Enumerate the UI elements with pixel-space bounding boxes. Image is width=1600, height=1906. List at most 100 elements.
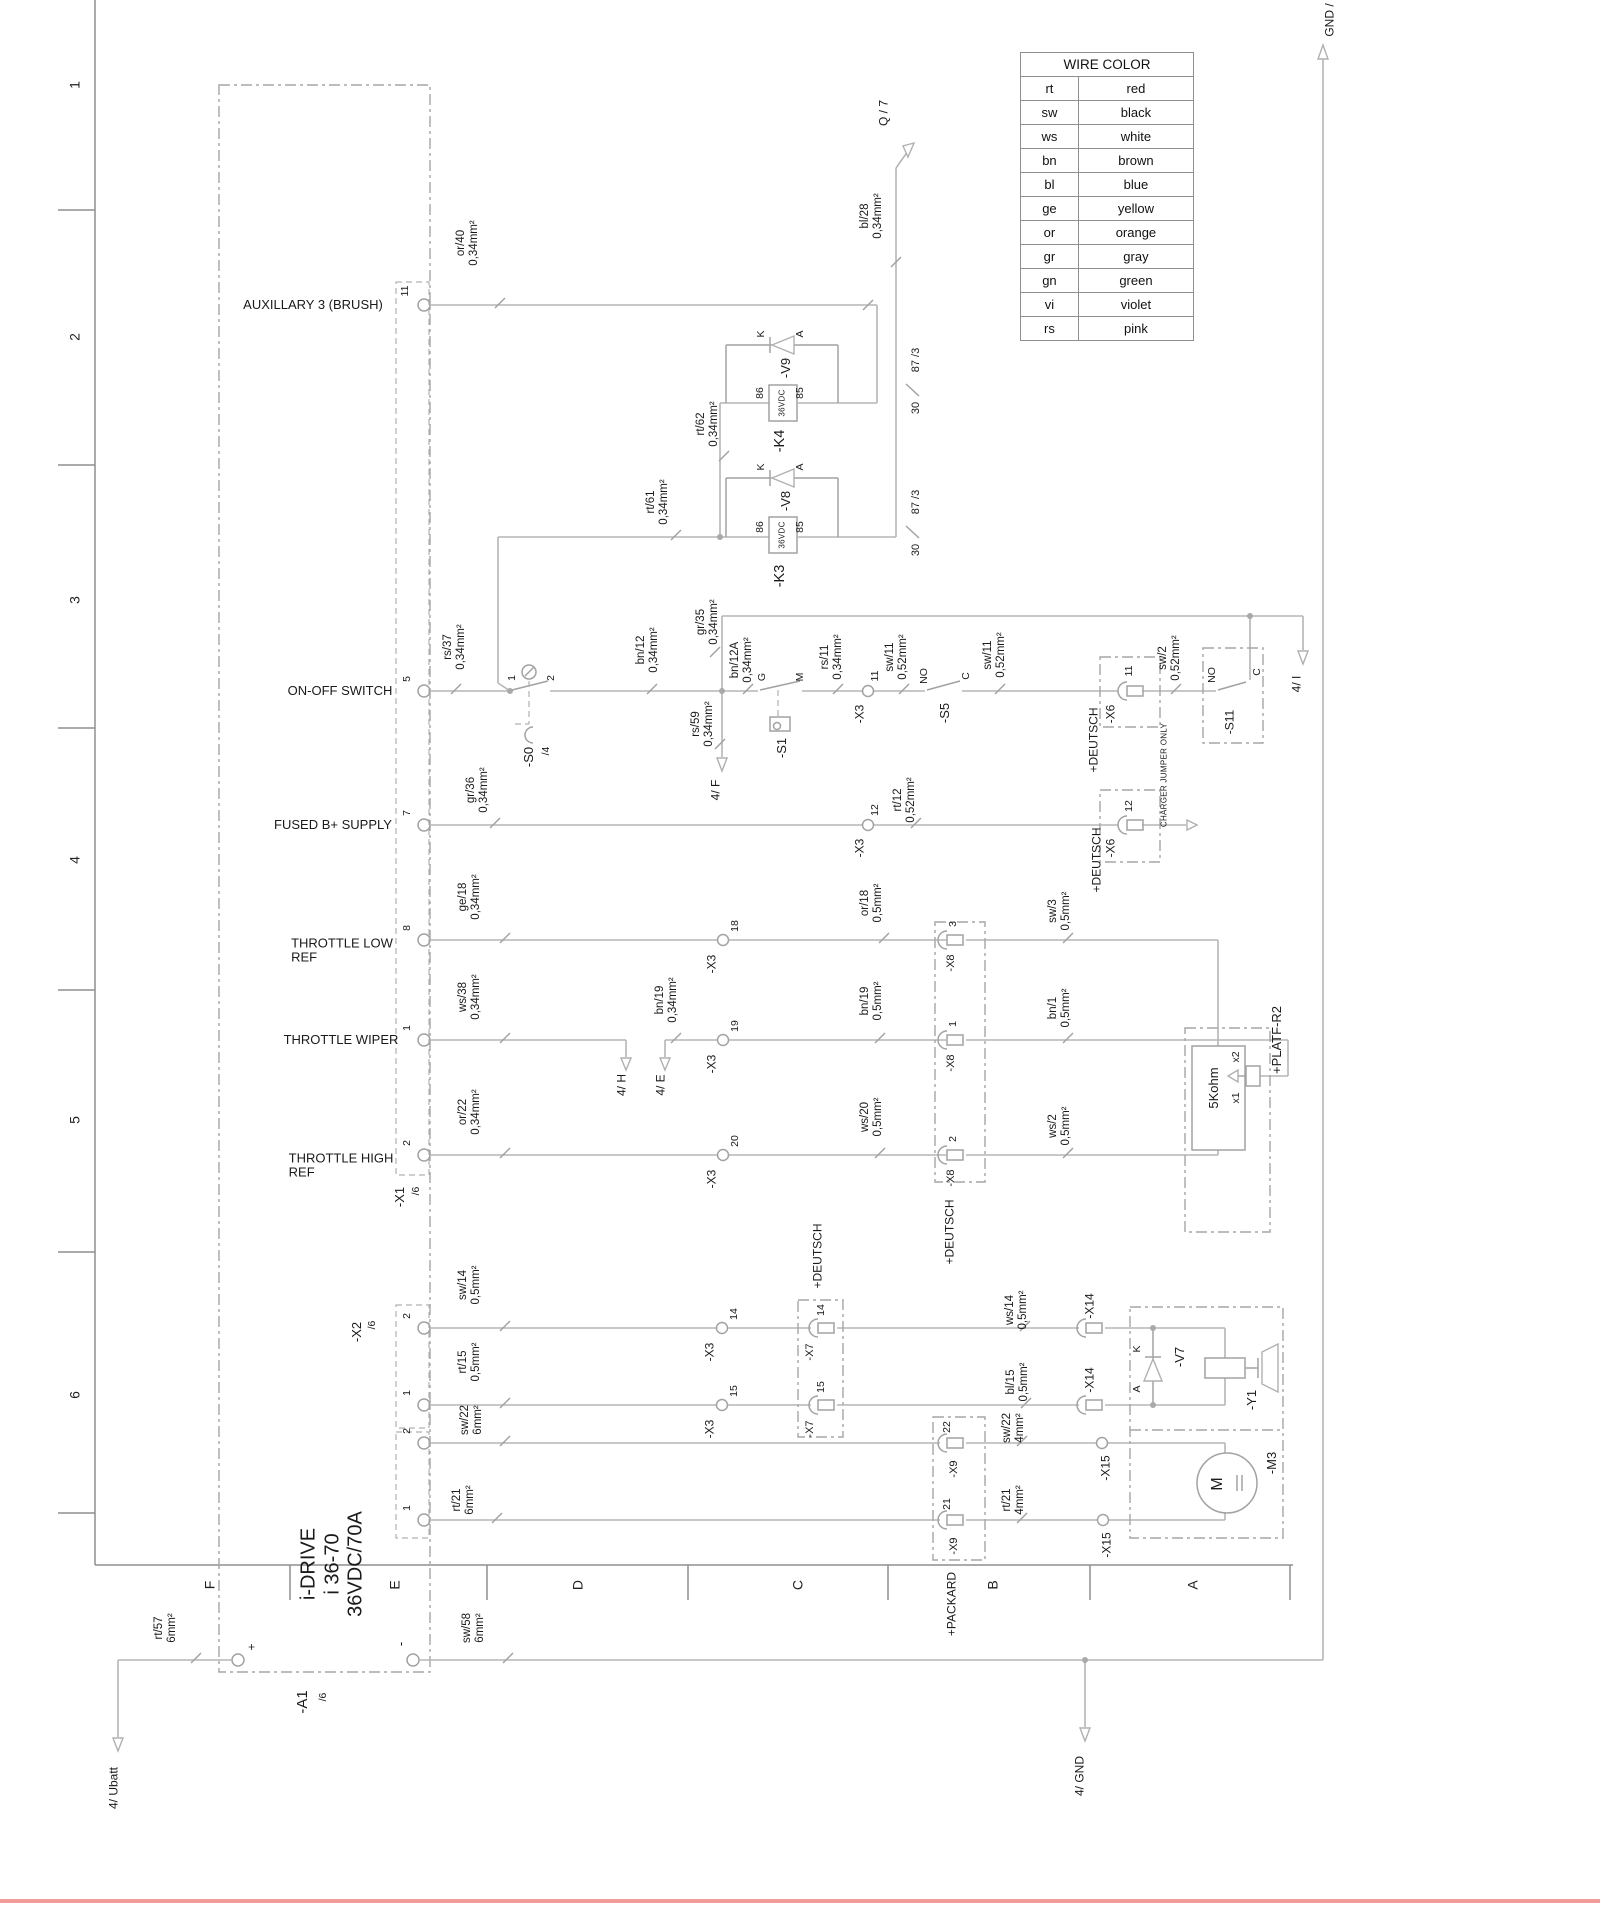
color-code: sw — [1020, 100, 1079, 125]
x8-pin3: 3 — [947, 921, 960, 927]
note-charger-jumper-only: CHARGER JUMPER ONLY — [1159, 722, 1169, 828]
k3-85: 85 — [794, 521, 807, 533]
ref-y1: -Y1 — [1243, 1389, 1259, 1411]
ref-k4: -K4 — [772, 429, 789, 453]
symbol-stroke — [417, 1513, 431, 1527]
symbol-stroke — [937, 1510, 948, 1530]
s5-c: C — [960, 672, 973, 680]
ref-x1-sheet: /6 — [410, 1186, 423, 1196]
r2-x1: x1 — [1230, 1092, 1243, 1104]
wire-rs59: rs/59 0,34mm² — [689, 701, 715, 747]
zone-4: 4 — [66, 856, 83, 864]
arrow-marker — [715, 757, 729, 773]
wire-rt12: rt/12 0,52mm² — [891, 777, 917, 823]
signal-on-off-switch: ON-OFF SWITCH — [287, 682, 393, 698]
arrow-marker — [619, 1057, 633, 1072]
symbol-stroke — [994, 683, 1006, 695]
wire-color-row-rt: rt red — [1020, 76, 1195, 101]
zone-3: 3 — [66, 596, 83, 604]
symbol-stroke — [417, 298, 431, 312]
signal-throttle-high-ref: THROTTLE HIGH REF — [288, 1150, 394, 1180]
symbol-stroke — [1062, 932, 1074, 944]
bottom-edge-artifact — [0, 1899, 1600, 1903]
wire-color-row-rs: rs pink — [1020, 316, 1195, 341]
a1-pin1: 1 — [401, 1025, 414, 1031]
dashed-bracket — [395, 1304, 430, 1429]
symbol-stroke — [417, 684, 431, 698]
k4-coil-voltage: 36VDC — [777, 389, 787, 417]
ref-s0: -S0 — [520, 746, 536, 768]
dashdot-box — [934, 921, 986, 1183]
symbol-stroke — [491, 1512, 503, 1524]
junction-dot — [1082, 1657, 1088, 1663]
arrow-marker — [1261, 1342, 1279, 1394]
wire-bl28: bl/28 0,34mm² — [858, 193, 884, 239]
ref-x3-14: -X3 — [702, 1342, 717, 1362]
wire-bl15: bl/15 0,5mm² — [1004, 1362, 1030, 1402]
dest-4ubatt: 4/ Ubatt — [106, 1766, 121, 1810]
arrow-marker — [111, 1737, 125, 1753]
v9-k: K — [755, 330, 768, 338]
x3-pin14: 14 — [728, 1308, 741, 1320]
ref-x15-a: -X15 — [1098, 1455, 1113, 1481]
wire-color-row-ge: ge yellow — [1020, 196, 1195, 221]
symbol-stroke — [808, 1318, 819, 1338]
symbol-stroke — [1191, 1045, 1246, 1151]
symbol-stroke — [769, 716, 791, 732]
ref-x8-3: -X8 — [944, 954, 957, 972]
symbol-stroke — [670, 1032, 682, 1044]
s5-no: NO — [918, 668, 931, 684]
symbol-stroke — [905, 383, 920, 397]
symbol-stroke — [1117, 681, 1128, 701]
symbol-stroke — [417, 1148, 431, 1162]
symbol-stroke — [499, 1032, 511, 1044]
ref-s1: -S1 — [773, 737, 789, 759]
symbol-stroke — [417, 1321, 431, 1335]
ref-x6-11: -X6 — [1103, 704, 1118, 724]
wire-ws38: ws/38 0,34mm² — [456, 974, 482, 1020]
ref-v7: -V7 — [1171, 1346, 1187, 1368]
ref-a1: -A1 — [293, 1690, 311, 1714]
location-packard: +PACKARD — [944, 1571, 959, 1637]
ref-x3-20: -X3 — [704, 1169, 719, 1189]
ref-x2-sheet: /6 — [366, 1320, 379, 1330]
color-code: rt — [1020, 76, 1079, 101]
v7-a: A — [1131, 1385, 1144, 1393]
wire-or40: or/40 0,34mm² — [454, 220, 480, 266]
symbol-stroke — [716, 933, 730, 947]
junction-dot — [719, 688, 725, 694]
wire-or22: or/22 0,34mm² — [456, 1089, 482, 1135]
v8-k: K — [755, 463, 768, 471]
ref-s5: -S5 — [936, 702, 952, 724]
wire-rt57: rt/57 6mm² — [152, 1613, 178, 1643]
color-name: pink — [1077, 316, 1195, 341]
s1-m: M — [794, 672, 807, 682]
wire-ws2: ws/2 0,5mm² — [1046, 1106, 1072, 1146]
symbol-stroke — [1019, 1320, 1031, 1332]
color-name: black — [1077, 100, 1195, 125]
symbol-stroke — [759, 680, 801, 691]
wire-or18: or/18 0,5mm² — [858, 883, 884, 923]
wire-sw2: sw/2 0,52mm² — [1156, 635, 1182, 681]
arrow-marker — [770, 467, 795, 489]
symbol-stroke — [742, 683, 754, 695]
color-code: vi — [1020, 292, 1079, 317]
symbol-stroke — [709, 646, 721, 658]
symbol-stroke — [1085, 1322, 1103, 1334]
junction-dot — [1247, 613, 1253, 619]
a1-pin11: 11 — [399, 285, 412, 297]
arrow-marker — [1078, 1727, 1092, 1743]
ref-x8-1: -X8 — [944, 1054, 957, 1072]
symbol-stroke — [898, 683, 910, 695]
wire-ws14: ws/14 0,5mm² — [1003, 1290, 1029, 1330]
junction-dot — [507, 688, 513, 694]
symbol-stroke — [1245, 1065, 1261, 1087]
x9-pin22: 22 — [941, 1421, 954, 1433]
color-code: ws — [1020, 124, 1079, 149]
x2-pin1: 1 — [401, 1390, 414, 1396]
symbol-stroke — [1170, 683, 1182, 695]
symbol-stroke — [1126, 685, 1144, 697]
x3-pin18: 18 — [729, 920, 742, 932]
symbol-stroke — [937, 1030, 948, 1050]
s11-no: NO — [1206, 667, 1219, 683]
